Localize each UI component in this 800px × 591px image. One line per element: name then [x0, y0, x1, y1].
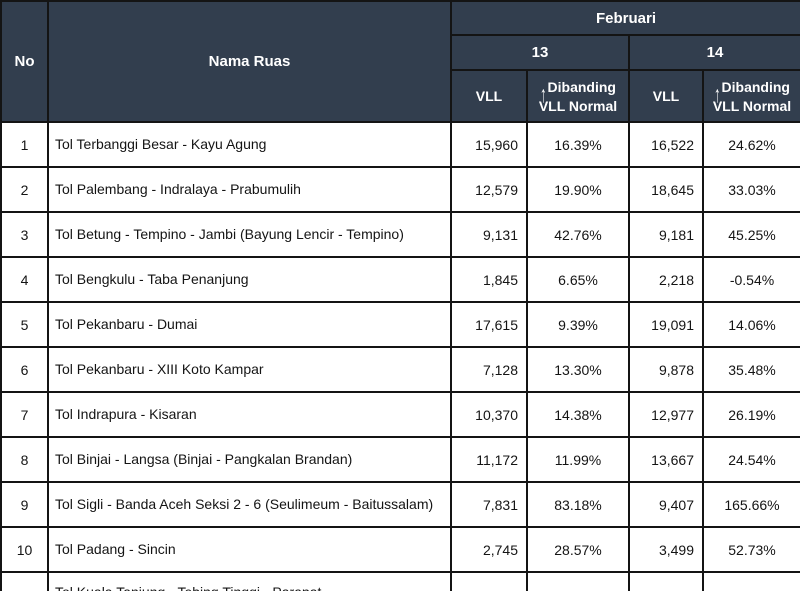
- cell-vll-13: 2,745: [450, 526, 528, 573]
- cell-pct-14: 24.54%: [701, 436, 800, 483]
- cell-vll-14: 2,218: [628, 256, 704, 303]
- cell-pct-14: 26.19%: [701, 391, 800, 438]
- cell-no: 3: [0, 211, 49, 258]
- table-row: 2 Tol Palembang - Indralaya - Prabumulih…: [0, 166, 800, 213]
- cell-vll-14: 9,878: [628, 346, 704, 393]
- cell-nama-ruas: Tol Indrapura - Kisaran: [47, 391, 452, 438]
- cell-vll-14: 13,667: [628, 436, 704, 483]
- cell-vll-14: 18,645: [628, 166, 704, 213]
- table-row: 8 Tol Binjai - Langsa (Binjai - Pangkala…: [0, 436, 800, 483]
- cell-nama-ruas: Tol Terbanggi Besar - Kayu Agung: [47, 121, 452, 168]
- cell-pct-13: 42.76%: [526, 211, 630, 258]
- cell-pct-13: 25.98%: [526, 571, 630, 591]
- cell-vll-13: 1,845: [450, 256, 528, 303]
- up-arrow-icon: ↑: [540, 79, 547, 107]
- dibanding-line2: VLL Normal: [538, 97, 618, 114]
- cell-pct-13: 9.39%: [526, 301, 630, 348]
- table-row: 4 Tol Bengkulu - Taba Penanjung 1,845 6.…: [0, 256, 800, 303]
- cell-vll-13: 7,128: [450, 346, 528, 393]
- cell-no: 7: [0, 391, 49, 438]
- cell-no: 9: [0, 481, 49, 528]
- cell-vll-14: 3,499: [628, 526, 704, 573]
- cell-no: 8: [0, 436, 49, 483]
- table-row: 10 Tol Padang - Sincin 2,745 28.57% 3,49…: [0, 526, 800, 573]
- cell-pct-14: 84.18%: [701, 571, 800, 591]
- cell-vll-13: 11,172: [450, 436, 528, 483]
- table-row: 1 Tol Terbanggi Besar - Kayu Agung 15,96…: [0, 121, 800, 168]
- cell-no: 5: [0, 301, 49, 348]
- cell-vll-13: 17,615: [450, 301, 528, 348]
- col-header-dibanding-13: ↑Dibanding VLL Normal: [526, 69, 630, 123]
- cell-nama-ruas: Tol Padang - Sincin: [47, 526, 452, 573]
- table-row: 5 Tol Pekanbaru - Dumai 17,615 9.39% 19,…: [0, 301, 800, 348]
- cell-vll-14: 9,181: [628, 211, 704, 258]
- cell-vll-14: 16,522: [628, 121, 704, 168]
- cell-pct-13: 16.39%: [526, 121, 630, 168]
- col-header-vll-14: VLL: [628, 69, 704, 123]
- cell-nama-ruas: Tol Pekanbaru - Dumai: [47, 301, 452, 348]
- table-row: 11 Tol Kuala Tanjung - Tebing Tinggi - P…: [0, 571, 800, 591]
- cell-pct-13: 19.90%: [526, 166, 630, 213]
- cell-no: 2: [0, 166, 49, 213]
- cell-nama-ruas: Tol Palembang - Indralaya - Prabumulih: [47, 166, 452, 213]
- cell-no: 11: [0, 571, 49, 591]
- col-header-dibanding-14: ↑Dibanding VLL Normal: [701, 69, 800, 123]
- cell-pct-14: 45.25%: [701, 211, 800, 258]
- dibanding-line1: Dibanding: [547, 78, 616, 95]
- cell-nama-ruas: Tol Kuala Tanjung - Tebing Tinggi - Para…: [47, 571, 452, 591]
- col-header-day-14: 14: [627, 34, 800, 71]
- cell-pct-13: 6.65%: [526, 256, 630, 303]
- cell-pct-14: 33.03%: [701, 166, 800, 213]
- cell-vll-14: 32,963: [628, 571, 704, 591]
- cell-pct-14: 24.62%: [701, 121, 800, 168]
- col-header-vll-13: VLL: [450, 69, 528, 123]
- cell-pct-14: 52.73%: [701, 526, 800, 573]
- cell-pct-13: 28.57%: [526, 526, 630, 573]
- cell-vll-13: 15,960: [450, 121, 528, 168]
- cell-vll-13: 9,131: [450, 211, 528, 258]
- cell-vll-14: 12,977: [628, 391, 704, 438]
- cell-vll-13: 24,568: [450, 571, 528, 591]
- cell-nama-ruas: Tol Binjai - Langsa (Binjai - Pangkalan …: [47, 436, 452, 483]
- dibanding-header: ↑Dibanding VLL Normal: [713, 78, 791, 115]
- cell-nama-ruas: Tol Bengkulu - Taba Penanjung: [47, 256, 452, 303]
- cell-vll-14: 19,091: [628, 301, 704, 348]
- cell-nama-ruas: Tol Sigli - Banda Aceh Seksi 2 - 6 (Seul…: [47, 481, 452, 528]
- cell-vll-14: 9,407: [628, 481, 704, 528]
- table-row: 7 Tol Indrapura - Kisaran 10,370 14.38% …: [0, 391, 800, 438]
- cell-pct-13: 11.99%: [526, 436, 630, 483]
- up-arrow-icon: ↑: [714, 79, 721, 107]
- table-body: 1 Tol Terbanggi Besar - Kayu Agung 15,96…: [0, 121, 800, 591]
- col-header-day-13: 13: [450, 34, 630, 71]
- table-row: 9 Tol Sigli - Banda Aceh Seksi 2 - 6 (Se…: [0, 481, 800, 528]
- dibanding-line2: VLL Normal: [712, 97, 792, 114]
- cell-pct-14: 14.06%: [701, 301, 800, 348]
- col-header-no: No: [0, 0, 49, 123]
- cell-vll-13: 10,370: [450, 391, 528, 438]
- cell-no: 1: [0, 121, 49, 168]
- cell-nama-ruas: Tol Betung - Tempino - Jambi (Bayung Len…: [47, 211, 452, 258]
- cell-no: 4: [0, 256, 49, 303]
- cell-no: 6: [0, 346, 49, 393]
- table-header: No Nama Ruas Februari 13 14 VLL ↑Dibandi…: [0, 0, 800, 123]
- header-row-metrics: VLL ↑Dibanding VLL Normal VLL ↑Dibanding V…: [1, 69, 800, 123]
- table-row: 6 Tol Pekanbaru - XIII Koto Kampar 7,128…: [0, 346, 800, 393]
- col-header-month: Februari: [449, 0, 800, 36]
- cell-vll-13: 12,579: [450, 166, 528, 213]
- cell-pct-13: 14.38%: [526, 391, 630, 438]
- cell-vll-13: 7,831: [450, 481, 528, 528]
- cell-pct-13: 83.18%: [526, 481, 630, 528]
- cell-pct-14: 165.66%: [701, 481, 800, 528]
- dibanding-line1: Dibanding: [721, 78, 790, 95]
- table-row: 3 Tol Betung - Tempino - Jambi (Bayung L…: [0, 211, 800, 258]
- cell-pct-14: -0.54%: [701, 256, 800, 303]
- col-header-nama-ruas: Nama Ruas: [47, 0, 452, 123]
- cell-pct-14: 35.48%: [701, 346, 800, 393]
- cell-no: 10: [0, 526, 49, 573]
- dibanding-header: ↑Dibanding VLL Normal: [539, 78, 617, 115]
- cell-pct-13: 13.30%: [526, 346, 630, 393]
- header-row-month: No Nama Ruas Februari: [0, 0, 800, 123]
- cell-nama-ruas: Tol Pekanbaru - XIII Koto Kampar: [47, 346, 452, 393]
